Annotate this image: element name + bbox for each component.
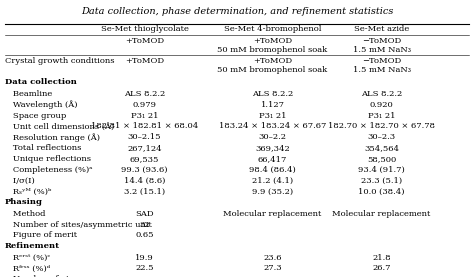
Text: Rᶠʳˢˢ (%)ᵈ: Rᶠʳˢˢ (%)ᵈ [5,265,50,273]
Text: 0.920: 0.920 [370,101,393,109]
Text: ALS 8.2.2: ALS 8.2.2 [361,90,402,98]
Text: +ToMOD: +ToMOD [253,37,292,45]
Text: 66,417: 66,417 [258,155,287,163]
Text: Figure of merit: Figure of merit [5,231,77,239]
Text: 32: 32 [139,220,150,229]
Text: 30–2.3: 30–2.3 [367,133,396,141]
Text: 1.127: 1.127 [261,101,284,109]
Text: 10.0 (38.4): 10.0 (38.4) [358,188,405,195]
Text: Se-Met azide: Se-Met azide [354,25,409,33]
Text: Completeness (%)ᵃ: Completeness (%)ᵃ [5,166,92,174]
Text: Se-Met 4-bromophenol: Se-Met 4-bromophenol [224,25,321,33]
Text: Unique reflections: Unique reflections [5,155,91,163]
Text: Unit cell dimensions (Å): Unit cell dimensions (Å) [5,122,114,130]
Text: 99.3 (93.6): 99.3 (93.6) [121,166,168,174]
Text: SAD: SAD [135,210,154,218]
Text: Beamline: Beamline [5,90,52,98]
Text: Number of sites/asymmetric unit: Number of sites/asymmetric unit [5,220,152,229]
Text: 369,342: 369,342 [255,144,290,152]
Text: Number of atoms: Number of atoms [5,275,86,277]
Text: 183.24 × 183.24 × 67.67: 183.24 × 183.24 × 67.67 [219,122,326,130]
Text: 58,500: 58,500 [367,155,396,163]
Text: 21.8: 21.8 [372,254,391,262]
Text: 3.2 (15.1): 3.2 (15.1) [124,188,165,195]
Text: −ToMOD: −ToMOD [362,37,401,45]
Text: 23.6: 23.6 [263,254,282,262]
Text: 30–2.2: 30–2.2 [258,133,287,141]
Text: +ToMOD: +ToMOD [125,57,164,65]
Text: Phasing: Phasing [5,198,43,206]
Text: 0.979: 0.979 [133,101,156,109]
Text: +ToMOD: +ToMOD [125,37,164,45]
Text: 14.4 (8.6): 14.4 (8.6) [124,176,165,184]
Text: 22.5: 22.5 [135,265,154,273]
Text: 354,564: 354,564 [364,144,399,152]
Text: 30–2.15: 30–2.15 [128,133,161,141]
Text: P3₁ 21: P3₁ 21 [368,112,395,120]
Text: P3₁ 21: P3₁ 21 [131,112,158,120]
Text: 182.81 × 182.81 × 68.04: 182.81 × 182.81 × 68.04 [91,122,198,130]
Text: ALS 8.2.2: ALS 8.2.2 [124,90,165,98]
Text: 1.5 mM NaN₃: 1.5 mM NaN₃ [353,46,410,54]
Text: 0.65: 0.65 [135,231,154,239]
Text: Data collection, phase determination, and refinement statistics: Data collection, phase determination, an… [81,7,393,16]
Text: Rᵉʳˢᵗ (%)ᶜ: Rᵉʳˢᵗ (%)ᶜ [5,254,50,262]
Text: Refinement: Refinement [5,242,60,250]
Text: +ToMOD: +ToMOD [253,57,292,65]
Text: Space group: Space group [5,112,66,120]
Text: 50 mM bromophenol soak: 50 mM bromophenol soak [218,46,328,54]
Text: Method: Method [5,210,45,218]
Text: Data collection: Data collection [5,78,77,86]
Text: Se-Met thioglycolate: Se-Met thioglycolate [100,25,189,33]
Text: 50 mM bromophenol soak: 50 mM bromophenol soak [218,66,328,74]
Text: I/σ(I): I/σ(I) [5,176,35,184]
Text: 69,535: 69,535 [130,155,159,163]
Text: Molecular replacement: Molecular replacement [332,210,431,218]
Text: Resolution range (Å): Resolution range (Å) [5,133,100,142]
Text: 1.5 mM NaN₃: 1.5 mM NaN₃ [353,66,410,74]
Text: 26.7: 26.7 [372,265,391,273]
Text: 19.9: 19.9 [135,254,154,262]
Text: 27.3: 27.3 [263,265,282,273]
Text: 93.4 (91.7): 93.4 (91.7) [358,166,405,174]
Text: 23.3 (5.1): 23.3 (5.1) [361,176,402,184]
Text: Crystal growth conditions: Crystal growth conditions [5,57,114,65]
Text: 182.70 × 182.70 × 67.78: 182.70 × 182.70 × 67.78 [328,122,435,130]
Text: 98.4 (86.4): 98.4 (86.4) [249,166,296,174]
Text: 21.2 (4.1): 21.2 (4.1) [252,176,293,184]
Text: P3₁ 21: P3₁ 21 [259,112,286,120]
Text: 9.9 (35.2): 9.9 (35.2) [252,188,293,195]
Text: Rₛʸᴹ (%)ᵇ: Rₛʸᴹ (%)ᵇ [5,188,51,195]
Text: 267,124: 267,124 [127,144,162,152]
Text: Total reflections: Total reflections [5,144,81,152]
Text: −ToMOD: −ToMOD [362,57,401,65]
Text: Molecular replacement: Molecular replacement [223,210,322,218]
Text: Wavelength (Å): Wavelength (Å) [5,101,77,109]
Text: ALS 8.2.2: ALS 8.2.2 [252,90,293,98]
